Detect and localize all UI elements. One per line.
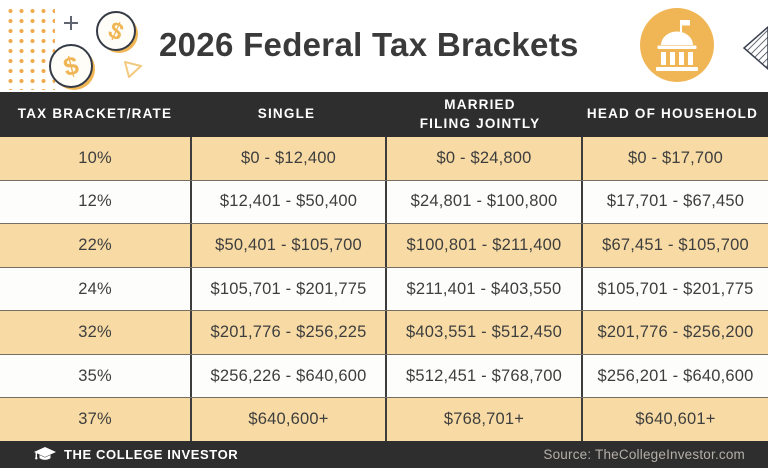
column-header-head-of-household: HEAD OF HOUSEHOLD	[586, 106, 759, 122]
table-body: 10% $0 - $12,400 $0 - $24,800 $0 - $17,7…	[0, 137, 768, 442]
column-header-tax-bracket: TAX BRACKET/RATE	[17, 106, 173, 122]
table-row: 12% $12,401 - $50,400 $24,801 - $100,800…	[0, 179, 768, 224]
head-of-household-cell: $17,701 - $67,450	[606, 192, 745, 211]
head-of-household-cell: $0 - $17,700	[627, 148, 724, 167]
single-cell: $12,401 - $50,400	[192, 180, 387, 224]
coin-icon: $	[96, 11, 138, 53]
married-cell: $403,551 - $512,450	[387, 311, 583, 354]
table-row: 37% $640,600+ $768,701+ $640,601+	[0, 397, 768, 442]
head-of-household-cell: $256,201 - $640,600	[597, 366, 754, 385]
banner: $ $ 2026 Federal Tax Brackets	[0, 0, 768, 92]
single-cell: $0 - $12,400	[192, 137, 387, 180]
single-cell: $201,776 - $256,225	[192, 311, 387, 354]
rate-cell: 10%	[0, 137, 192, 180]
hatched-triangle-icon	[743, 26, 768, 70]
rate-cell: 22%	[0, 224, 192, 267]
head-of-household-cell: $105,701 - $201,775	[597, 279, 754, 298]
married-cell: $0 - $24,800	[387, 137, 583, 180]
head-of-household-cell: $67,451 - $105,700	[602, 235, 749, 254]
rate-cell: 35%	[0, 354, 192, 398]
column-header-married: MARRIED FILING JOINTLY	[419, 97, 541, 131]
married-cell: $768,701+	[387, 398, 583, 442]
married-cell: $512,451 - $768,700	[387, 354, 583, 398]
plus-icon	[64, 16, 78, 30]
page-title: 2026 Federal Tax Brackets	[159, 26, 579, 63]
table-row: 32% $201,776 - $256,225 $403,551 - $512,…	[0, 310, 768, 354]
source-attribution: Source: TheCollegeInvestor.com	[543, 447, 745, 462]
head-of-household-cell: $640,601+	[635, 410, 716, 429]
table-row: 10% $0 - $12,400 $0 - $24,800 $0 - $17,7…	[0, 137, 768, 180]
rate-cell: 32%	[0, 311, 192, 354]
table-row: 22% $50,401 - $105,700 $100,801 - $211,4…	[0, 223, 768, 267]
brand-name: THE COLLEGE INVESTOR	[64, 447, 239, 462]
triangle-outline-icon	[124, 61, 142, 78]
dot-grid-decoration	[5, 6, 55, 90]
single-cell: $256,226 - $640,600	[192, 354, 387, 398]
capitol-building-icon	[640, 8, 714, 82]
graduation-cap-icon	[34, 447, 56, 460]
married-cell: $24,801 - $100,800	[387, 180, 583, 224]
rate-cell: 12%	[0, 180, 192, 224]
single-cell: $50,401 - $105,700	[192, 224, 387, 267]
table-row: 35% $256,226 - $640,600 $512,451 - $768,…	[0, 353, 768, 398]
married-cell: $100,801 - $211,400	[387, 224, 583, 267]
table-header-row: TAX BRACKET/RATE SINGLE MARRIED FILING J…	[0, 92, 768, 137]
single-cell: $105,701 - $201,775	[192, 267, 387, 311]
married-cell: $211,401 - $403,550	[387, 267, 583, 311]
table-row: 24% $105,701 - $201,775 $211,401 - $403,…	[0, 266, 768, 311]
head-of-household-cell: $201,776 - $256,200	[597, 323, 754, 342]
column-header-single: SINGLE	[257, 106, 316, 122]
rate-cell: 37%	[0, 398, 192, 442]
coin-icon: $	[49, 44, 95, 90]
rate-cell: 24%	[0, 267, 192, 311]
dollar-coins-icon: $ $	[49, 11, 142, 90]
brand-logo: THE COLLEGE INVESTOR	[34, 446, 238, 463]
footer-bar: THE COLLEGE INVESTOR Source: TheCollegeI…	[0, 441, 768, 468]
single-cell: $640,600+	[192, 398, 387, 442]
